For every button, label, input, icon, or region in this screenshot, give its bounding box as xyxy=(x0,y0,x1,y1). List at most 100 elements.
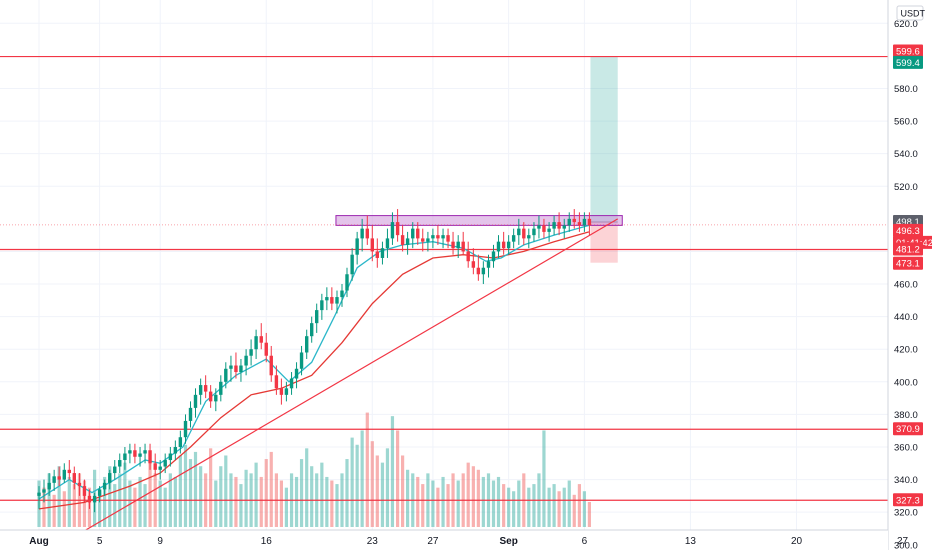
position-stop-zone xyxy=(590,221,618,263)
price-tag-bg xyxy=(893,55,923,69)
price-tag-bg xyxy=(893,422,923,436)
volume-bar xyxy=(380,462,385,527)
volume-bar xyxy=(587,501,591,527)
candle xyxy=(284,381,289,402)
price-tag-label: 481.2 xyxy=(896,244,920,255)
candle xyxy=(193,388,198,418)
candle-body xyxy=(527,235,531,239)
time-tick-label: 9 xyxy=(157,536,163,547)
candle-body xyxy=(572,218,576,223)
candle-body xyxy=(153,463,157,470)
volume-bar xyxy=(305,448,309,527)
volume-bar xyxy=(527,487,531,527)
volume-bar xyxy=(299,459,304,527)
volume-bar xyxy=(446,484,450,527)
grid-lines xyxy=(0,0,904,546)
candle xyxy=(198,378,203,405)
candle-body xyxy=(269,355,273,376)
price-tag-bg xyxy=(893,242,923,256)
candle-body xyxy=(380,248,385,258)
candle xyxy=(486,254,491,278)
candle xyxy=(163,453,167,474)
candle-body xyxy=(133,450,137,457)
volume-bar xyxy=(466,462,470,527)
candle-body xyxy=(451,241,455,249)
candle-body xyxy=(178,437,183,447)
candle xyxy=(390,212,395,245)
volume-bar xyxy=(491,480,496,527)
volume-bar xyxy=(183,444,188,527)
volume-bar xyxy=(345,459,349,527)
candle xyxy=(133,443,137,464)
candle xyxy=(274,365,279,395)
candle xyxy=(108,469,112,490)
candle-body xyxy=(446,235,450,242)
candle-body xyxy=(456,241,460,249)
candle-body xyxy=(264,342,268,356)
candle xyxy=(249,339,253,366)
candle-body xyxy=(42,489,46,493)
time-tick-label: 27 xyxy=(427,536,439,547)
candle-body xyxy=(405,238,410,245)
candle-body xyxy=(224,368,228,382)
volume-bar xyxy=(552,484,556,527)
volume-bar xyxy=(547,487,551,527)
volume-bar xyxy=(234,476,238,527)
candle-body xyxy=(486,261,491,268)
candle xyxy=(37,486,41,509)
candle-body xyxy=(239,365,243,373)
price-tag-label: 599.6 xyxy=(896,47,920,58)
candle-body xyxy=(87,495,92,503)
volume-bar xyxy=(577,484,582,527)
candle-body xyxy=(62,469,67,480)
candle-body xyxy=(77,482,82,487)
candle-body xyxy=(274,375,279,389)
horizontal-levels[interactable] xyxy=(0,55,888,501)
candle xyxy=(340,284,344,307)
long-position-tool[interactable] xyxy=(590,56,618,263)
candle-body xyxy=(365,228,370,239)
volume-bar xyxy=(67,476,71,527)
candle xyxy=(567,212,571,232)
candle xyxy=(426,231,430,252)
candle-body xyxy=(314,310,319,324)
volume-bar xyxy=(471,466,475,527)
candle xyxy=(405,231,410,255)
candle xyxy=(501,231,506,255)
candle-body xyxy=(542,225,546,232)
candle-body xyxy=(517,228,521,236)
candle-body xyxy=(259,336,263,343)
candle-body xyxy=(37,492,41,496)
trendline[interactable] xyxy=(47,218,619,550)
candle-body xyxy=(511,235,516,242)
candle-body xyxy=(557,222,561,229)
price-tag-label: 599.4 xyxy=(896,58,920,69)
candle xyxy=(208,385,213,408)
price-axis[interactable]: 620.0580.0560.0540.0520.0480.0460.0440.0… xyxy=(887,0,932,550)
candle-body xyxy=(355,238,359,255)
price-tick-label: 360.0 xyxy=(894,442,918,453)
volume-bar xyxy=(98,491,102,527)
candle xyxy=(138,446,142,467)
candle xyxy=(178,430,183,454)
volume-bar xyxy=(163,487,167,527)
volume-bar xyxy=(375,455,379,527)
candle xyxy=(431,228,435,249)
candle-body xyxy=(108,473,112,483)
candle-body xyxy=(466,251,470,262)
candle xyxy=(279,378,284,405)
candle xyxy=(345,267,349,298)
candle xyxy=(188,401,193,428)
volume-bar xyxy=(405,469,410,527)
candle-body xyxy=(400,235,405,245)
time-axis[interactable]: Aug 5 9 16 23 27 Sep 6 13 20 27 xyxy=(0,529,909,550)
candle-body xyxy=(461,241,465,252)
candle-body xyxy=(57,476,61,480)
time-tick-label: 16 xyxy=(261,536,273,547)
candle-body xyxy=(491,251,496,262)
resistance-zone[interactable] xyxy=(335,215,623,226)
volume-bar xyxy=(294,476,299,527)
price-tags: 599.6599.4498.1496.301:41:42481.2473.137… xyxy=(893,44,932,507)
